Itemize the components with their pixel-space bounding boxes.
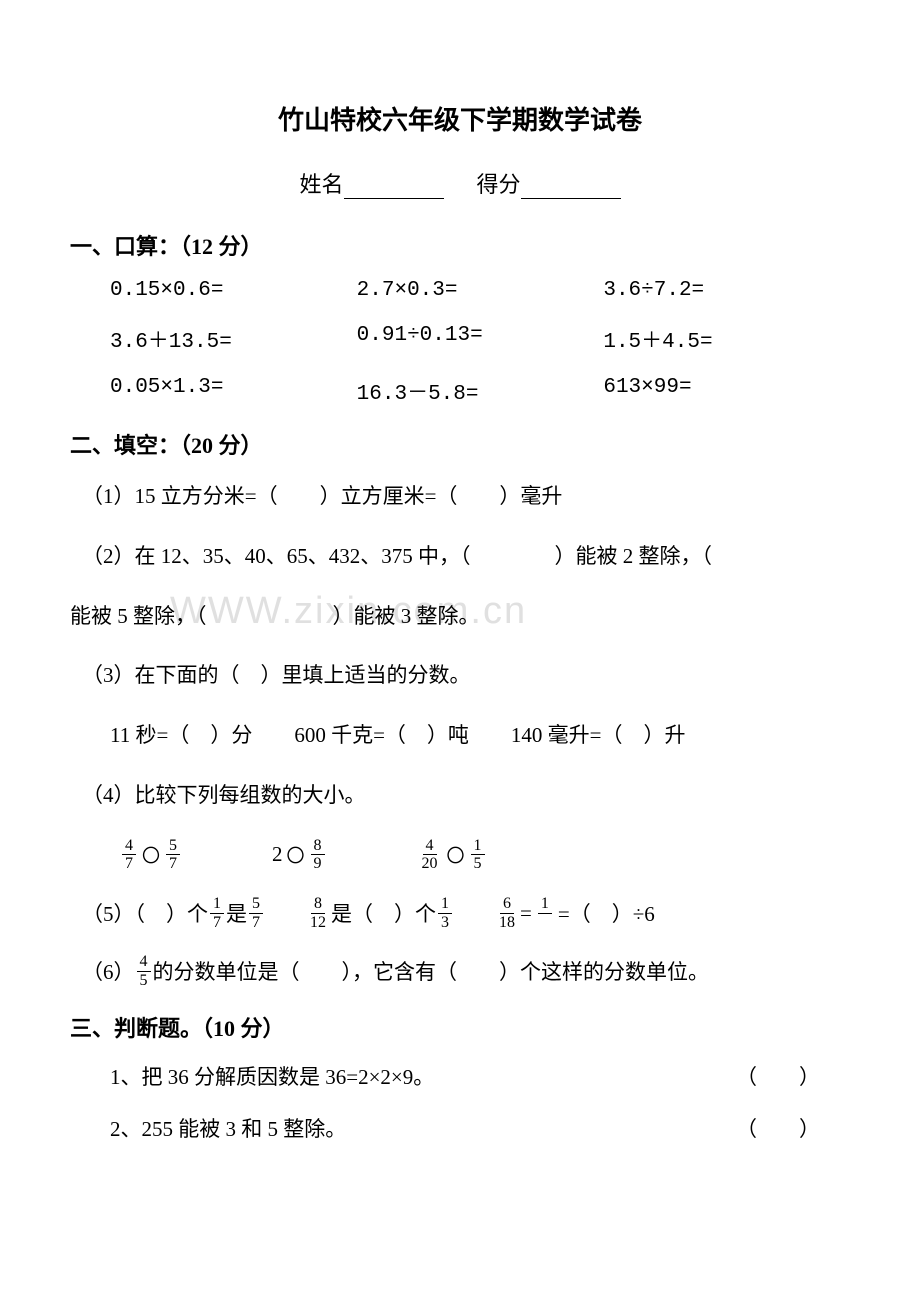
j1-paren: （ ） <box>736 1061 850 1091</box>
frac-group-1: 47 〇 57 <box>120 837 182 873</box>
frac-group-3: 420 〇 15 <box>417 837 487 873</box>
frac-5-7b: 57 <box>249 895 263 931</box>
q5-seg1: （5）（ ）个 17 是 57 <box>82 895 265 931</box>
compare-circle: 〇 <box>287 842 305 868</box>
calc-3-2: 16.3－5.8= <box>357 376 604 406</box>
q6-rest: 的分数单位是（ ），它含有（ ）个这样的分数单位。 <box>153 956 710 986</box>
name-blank <box>344 177 444 199</box>
frac-6-18: 618 <box>496 895 518 931</box>
q4-fractions: 47 〇 57 2 〇 89 420 〇 15 <box>70 837 850 873</box>
calc-2-2: 0.91÷0.13= <box>357 324 604 354</box>
compare-circle: 〇 <box>447 842 465 868</box>
name-score-row: 姓名 得分 <box>70 167 850 199</box>
calc-1-3: 3.6÷7.2= <box>603 279 850 302</box>
frac-8-12: 812 <box>307 895 329 931</box>
num: 4 <box>423 837 437 856</box>
num: 1 <box>471 837 485 856</box>
q5-is: 是 <box>226 898 247 928</box>
q4: （4）比较下列每组数的大小。 <box>70 777 850 815</box>
compare-circle: 〇 <box>142 842 160 868</box>
den: 9 <box>311 855 325 873</box>
den: 7 <box>249 914 263 932</box>
den: 7 <box>210 914 224 932</box>
calc-2-3: 1.5＋4.5= <box>603 324 850 354</box>
frac-4-7: 47 <box>122 837 136 873</box>
den: 20 <box>419 855 441 873</box>
judge-1: 1、把 36 分解质因数是 36=2×2×9。 （ ） <box>70 1061 850 1091</box>
q5: （5）（ ）个 17 是 57 812 是（ ）个 13 618 = 1 =（ … <box>70 895 850 931</box>
num: 8 <box>311 837 325 856</box>
den: 7 <box>122 855 136 873</box>
calc-row-2: 3.6＋13.5= 0.91÷0.13= 1.5＋4.5= <box>70 324 850 354</box>
den: 18 <box>496 914 518 932</box>
calc-2-1: 3.6＋13.5= <box>110 324 357 354</box>
q3-sub: 11 秒=（ ）分 600 千克=（ ）吨 140 毫升=（ ）升 <box>70 717 850 755</box>
section2-header: 二、填空：（20 分） <box>70 428 850 460</box>
den <box>534 914 556 932</box>
two: 2 <box>272 842 283 867</box>
frac-1-blank: 1 <box>534 895 556 931</box>
num: 1 <box>438 895 452 914</box>
den: 5 <box>137 972 151 990</box>
frac-8-9: 89 <box>311 837 325 873</box>
q2b: 能被 5 整除，（ ）能被 3 整除。 <box>70 598 850 636</box>
q6: （6） 45 的分数单位是（ ），它含有（ ）个这样的分数单位。 <box>70 953 850 989</box>
section3-header: 三、判断题。（10 分） <box>70 1011 850 1043</box>
q1: （1）15 立方分米=（ ）立方厘米=（ ）毫升 <box>70 478 850 516</box>
calc-3-3: 613×99= <box>603 376 850 406</box>
den: 7 <box>166 855 180 873</box>
judge-2: 2、255 能被 3 和 5 整除。 （ ） <box>70 1113 850 1143</box>
den: 5 <box>471 855 485 873</box>
num: 5 <box>166 837 180 856</box>
den: 12 <box>307 914 329 932</box>
frac-1-7: 17 <box>210 895 224 931</box>
frac-4-20: 420 <box>419 837 441 873</box>
frac-1-3: 13 <box>438 895 452 931</box>
num: 4 <box>122 837 136 856</box>
calc-1-1: 0.15×0.6= <box>110 279 357 302</box>
num: 1 <box>210 895 224 914</box>
num: 6 <box>500 895 514 914</box>
content-wrapper: 竹山特校六年级下学期数学试卷 姓名 得分 一、口算：（12 分） 0.15×0.… <box>70 100 850 1143</box>
num: 1 <box>538 895 552 914</box>
q3: （3）在下面的（ ）里填上适当的分数。 <box>70 657 850 695</box>
q5-mid: 是（ ）个 <box>331 898 436 928</box>
frac-5-7: 57 <box>166 837 180 873</box>
num: 4 <box>137 953 151 972</box>
q6-open: （6） <box>82 956 135 986</box>
q5-seg2: 812 是（ ）个 13 <box>305 895 454 931</box>
q5-open: （5）（ ）个 <box>82 898 208 928</box>
q5-end: =（ ）÷6 <box>558 898 655 928</box>
frac-1-5: 15 <box>471 837 485 873</box>
j2-paren: （ ） <box>736 1113 850 1143</box>
name-label: 姓名 <box>299 172 343 197</box>
num: 8 <box>311 895 325 914</box>
page-title: 竹山特校六年级下学期数学试卷 <box>70 100 850 137</box>
q5-eq: = <box>520 901 532 926</box>
score-blank <box>521 177 621 199</box>
calc-row-3: 0.05×1.3= 16.3－5.8= 613×99= <box>70 376 850 406</box>
j1-text: 1、把 36 分解质因数是 36=2×2×9。 <box>110 1061 434 1091</box>
den: 3 <box>438 914 452 932</box>
num: 5 <box>249 895 263 914</box>
calc-row-1: 0.15×0.6= 2.7×0.3= 3.6÷7.2= <box>70 279 850 302</box>
q2a: （2）在 12、35、40、65、432、375 中，（ ）能被 2 整除，（ <box>70 538 850 576</box>
j2-text: 2、255 能被 3 和 5 整除。 <box>110 1113 346 1143</box>
section1-header: 一、口算：（12 分） <box>70 229 850 261</box>
frac-4-5: 45 <box>137 953 151 989</box>
frac-group-2: 2 〇 89 <box>272 837 327 873</box>
score-label: 得分 <box>477 172 521 197</box>
calc-3-1: 0.05×1.3= <box>110 376 357 406</box>
q5-seg3: 618 = 1 =（ ）÷6 <box>494 895 655 931</box>
calc-1-2: 2.7×0.3= <box>357 279 604 302</box>
